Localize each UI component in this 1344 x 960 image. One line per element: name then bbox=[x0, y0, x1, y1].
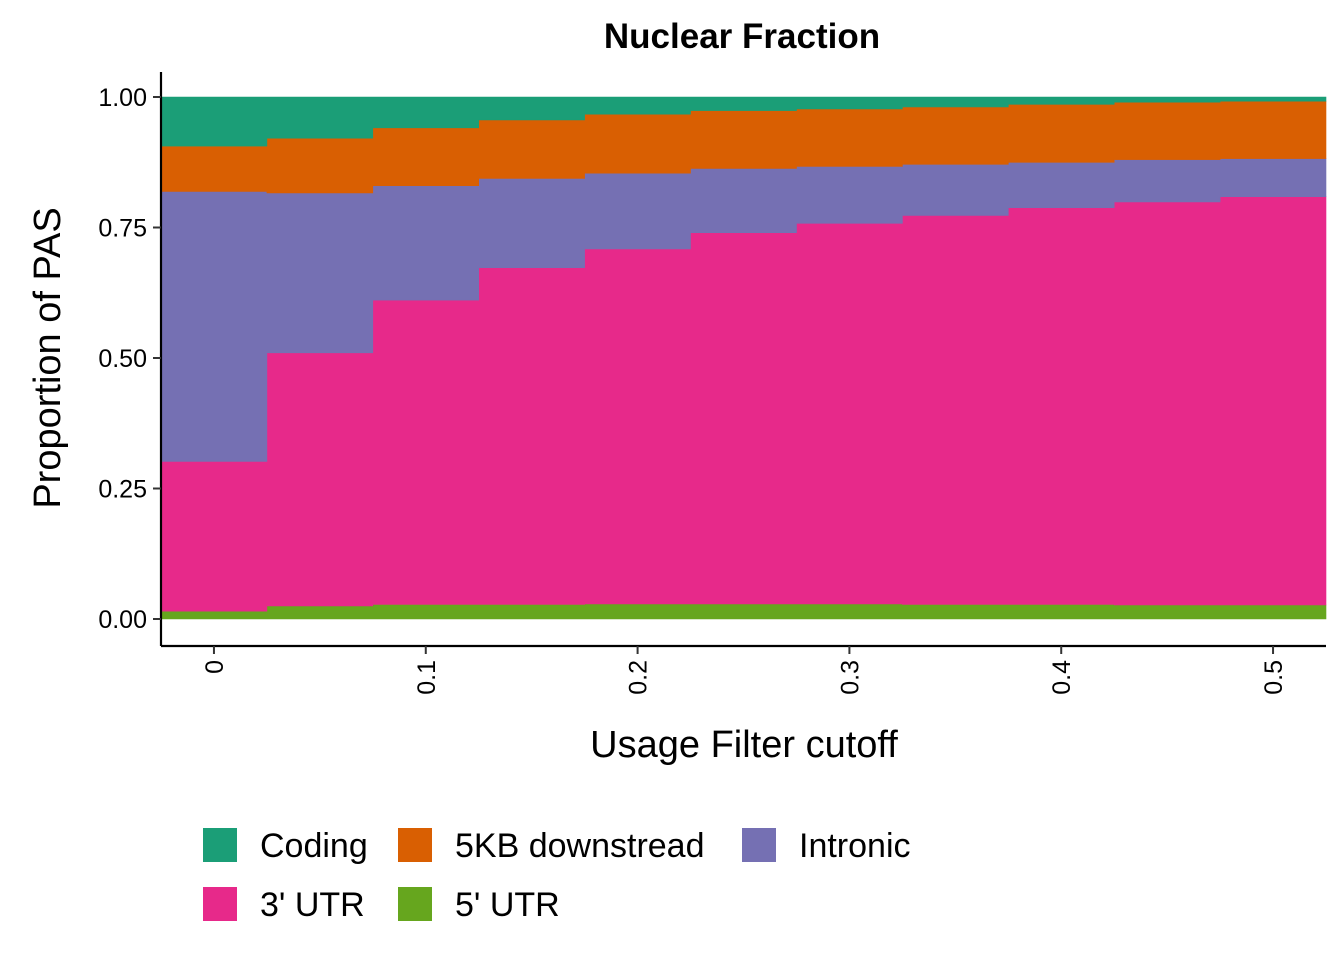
area-series-coding bbox=[160, 96, 1327, 147]
legend-label: 5KB downstread bbox=[455, 827, 705, 865]
y-tick-label: 0.50 bbox=[98, 345, 147, 373]
x-tick-label: 0.2 bbox=[625, 660, 653, 695]
legend-key bbox=[398, 887, 432, 921]
x-tick-label: 0.1 bbox=[413, 660, 441, 695]
y-tick-label: 0.25 bbox=[98, 476, 147, 504]
x-tick-label: 0.5 bbox=[1260, 660, 1288, 695]
legend-label: 5' UTR bbox=[455, 886, 560, 924]
legend-label: Coding bbox=[260, 827, 368, 865]
x-tick-label: 0.3 bbox=[836, 660, 864, 695]
plot-area bbox=[160, 96, 1327, 620]
y-axis: 0.00 0.25 0.50 0.75 1.00 bbox=[98, 72, 163, 646]
legend-key bbox=[398, 828, 432, 862]
legend-key bbox=[203, 828, 237, 862]
x-axis: 0 0.1 0.2 0.3 0.4 0.5 bbox=[161, 644, 1326, 695]
y-tick-label: 1.00 bbox=[98, 84, 147, 112]
y-tick-label: 0.00 bbox=[98, 606, 147, 634]
x-tick-label: 0.4 bbox=[1048, 660, 1076, 695]
legend-label: Intronic bbox=[799, 827, 911, 865]
y-axis-title: Proportion of PAS bbox=[27, 207, 69, 508]
x-tick-label: 0 bbox=[201, 660, 229, 674]
y-tick-label: 0.75 bbox=[98, 215, 147, 243]
legend: Coding 5KB downstread Intronic 3' UTR 5' UTR bbox=[203, 827, 911, 924]
legend-key bbox=[742, 828, 776, 862]
legend-label: 3' UTR bbox=[260, 886, 365, 924]
chart-title: Nuclear Fraction bbox=[604, 17, 880, 56]
x-axis-title: Usage Filter cutoff bbox=[590, 724, 898, 766]
legend-key bbox=[203, 887, 237, 921]
